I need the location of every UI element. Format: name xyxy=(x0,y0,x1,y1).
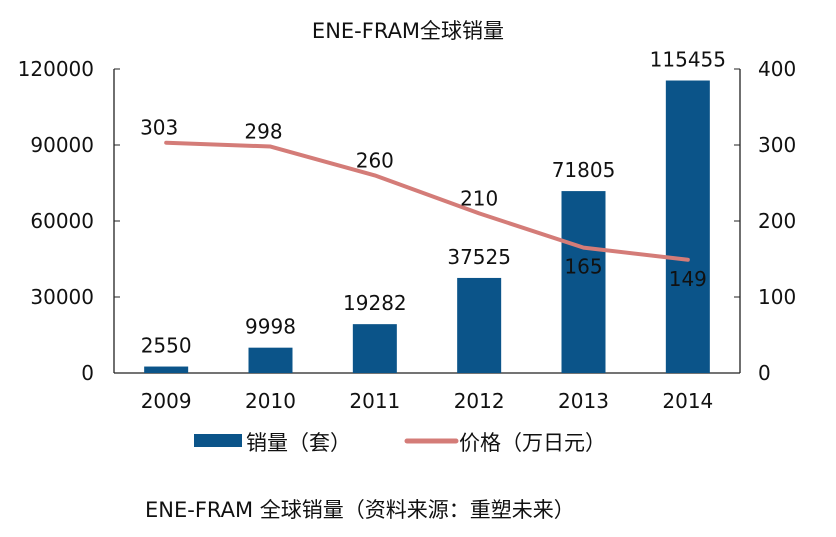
right-tick-label: 0 xyxy=(758,361,771,385)
bar-data-label: 37525 xyxy=(447,245,511,269)
right-tick-label: 400 xyxy=(758,57,796,81)
legend-line-label: 价格（万日元） xyxy=(459,431,606,455)
left-tick-label: 90000 xyxy=(30,133,94,157)
right-tick-label: 100 xyxy=(758,285,796,309)
x-tick-label: 2013 xyxy=(558,389,609,413)
bar-2009 xyxy=(144,367,188,373)
bar-2010 xyxy=(249,348,293,373)
line-data-label: 165 xyxy=(564,255,602,279)
bar-2014 xyxy=(666,81,710,373)
line-data-label: 260 xyxy=(356,148,394,172)
left-tick-label: 30000 xyxy=(30,285,94,309)
x-tick-label: 2010 xyxy=(245,389,296,413)
left-tick-label: 60000 xyxy=(30,209,94,233)
legend: 销量（套） 价格（万日元） xyxy=(194,431,606,455)
bar-data-label: 71805 xyxy=(552,158,616,182)
bar-2011 xyxy=(353,324,397,373)
bar-2013 xyxy=(562,191,606,373)
x-tick-label: 2011 xyxy=(349,389,400,413)
line-data-label: 149 xyxy=(669,267,707,291)
bar-2012 xyxy=(457,278,501,373)
bar-data-label: 9998 xyxy=(245,315,296,339)
bar-data-label: 2550 xyxy=(141,334,192,358)
caption: ENE-FRAM 全球销量（资料来源：重塑未来） xyxy=(145,498,575,522)
left-tick-label: 0 xyxy=(81,361,94,385)
line-data-label: 298 xyxy=(244,120,282,144)
x-tick-label: 2012 xyxy=(454,389,505,413)
line-data-label: 303 xyxy=(140,116,178,140)
bar-data-label: 19282 xyxy=(343,291,407,315)
legend-bar-label: 销量（套） xyxy=(246,431,351,455)
chart-title: ENE-FRAM全球销量 xyxy=(312,19,504,43)
right-tick-label: 200 xyxy=(758,209,796,233)
right-tick-label: 300 xyxy=(758,133,796,157)
x-tick-label: 2014 xyxy=(662,389,713,413)
bar-data-label: 115455 xyxy=(650,48,726,72)
legend-bar-swatch xyxy=(194,434,242,447)
x-tick-label: 2009 xyxy=(141,389,192,413)
line-data-label: 210 xyxy=(460,186,498,210)
left-tick-label: 120000 xyxy=(18,57,94,81)
